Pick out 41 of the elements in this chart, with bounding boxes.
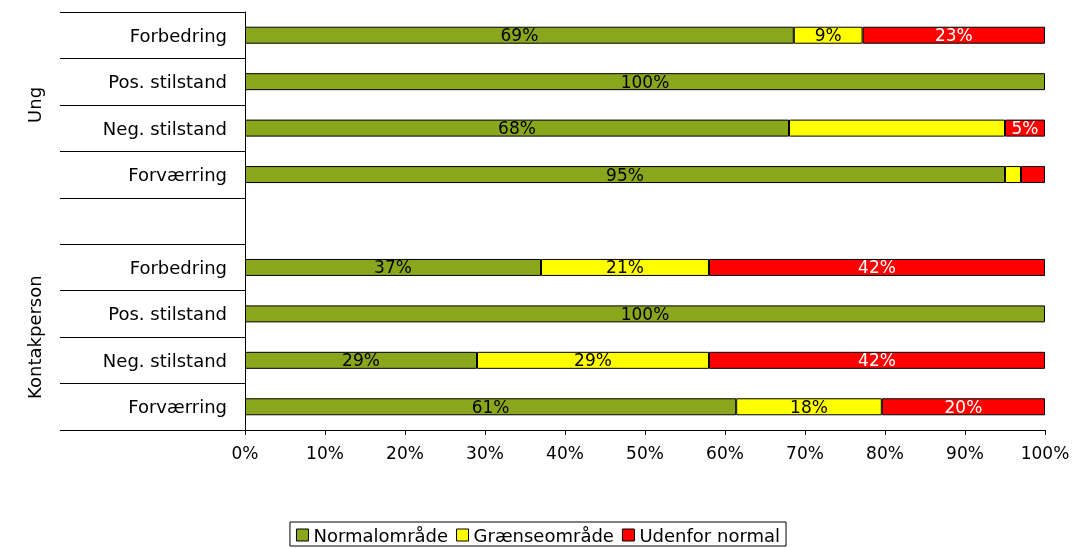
x-tick-label: 70% [786,442,824,463]
data-label: 5% [1011,118,1039,139]
x-tick-label: 10% [306,442,344,463]
text: Ung [23,86,45,123]
text: Kontakperson [23,275,45,399]
data-label: 29% [342,350,380,371]
y-tick-label: Pos. stilstand [108,303,227,325]
data-label: 20% [944,396,983,417]
legend-label: Udenfor normal [639,524,781,546]
x-tick-label: 20% [386,442,424,463]
y-tick-label: Neg. stilstand [102,349,227,371]
data-label: 61% [471,396,510,417]
x-tick-label: 50% [626,442,664,463]
y-tick-label: Forbedring [129,256,227,278]
data-label: 95% [606,164,644,185]
data-label: 42% [858,350,896,371]
y-tick-label: Pos. stilstand [108,71,227,93]
x-tick-label: 90% [946,442,984,463]
data-label: 42% [858,257,896,278]
data-label: 9% [814,25,842,46]
y-tick-label: Forværring [128,164,227,186]
legend-label: Grænseområde [473,524,614,546]
data-label: 29% [574,350,612,371]
x-tick-label: 30% [466,442,504,463]
data-label: 18% [790,396,828,417]
x-tick-label: 80% [866,442,904,463]
y-tick-label: Forbedring [129,24,227,46]
data-label: 69% [500,25,539,46]
data-label: 100% [620,71,670,92]
data-label: 21% [606,257,644,278]
data-label: 100% [620,303,670,324]
data-label: 23% [934,25,973,46]
legend-label: Normalområde [313,524,449,546]
x-tick-label: 40% [546,442,584,463]
data-label: 37% [374,257,412,278]
x-tick-label: 100% [1020,442,1070,463]
y-tick-label: Neg. stilstand [102,117,227,139]
y-tick-label: Forværring [128,396,227,418]
data-label: 68% [498,118,536,139]
x-tick-label: 0% [231,442,259,463]
x-tick-label: 60% [706,442,744,463]
